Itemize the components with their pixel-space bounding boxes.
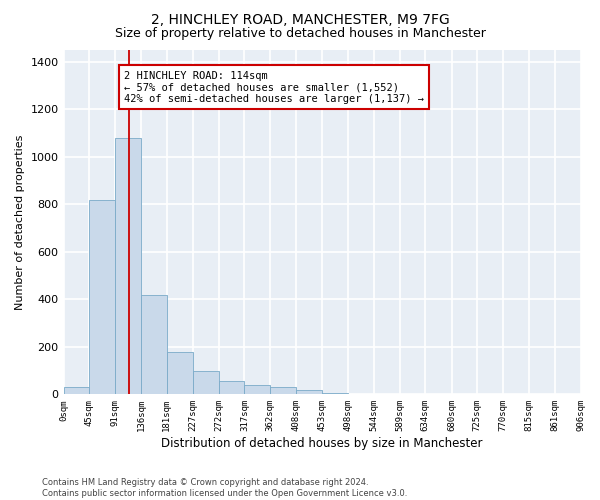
Bar	[193, 370, 219, 394]
Text: 2, HINCHLEY ROAD, MANCHESTER, M9 7FG: 2, HINCHLEY ROAD, MANCHESTER, M9 7FG	[151, 12, 449, 26]
Bar	[296, 390, 322, 394]
Bar	[322, 393, 347, 394]
Y-axis label: Number of detached properties: Number of detached properties	[15, 134, 25, 310]
Bar	[115, 138, 141, 394]
Bar	[64, 387, 89, 394]
Text: Size of property relative to detached houses in Manchester: Size of property relative to detached ho…	[115, 28, 485, 40]
Bar	[167, 352, 193, 395]
Bar	[219, 382, 244, 394]
Text: 2 HINCHLEY ROAD: 114sqm
← 57% of detached houses are smaller (1,552)
42% of semi: 2 HINCHLEY ROAD: 114sqm ← 57% of detache…	[124, 70, 424, 104]
Bar	[270, 387, 296, 394]
X-axis label: Distribution of detached houses by size in Manchester: Distribution of detached houses by size …	[161, 437, 483, 450]
Bar	[89, 200, 115, 394]
Bar	[141, 294, 167, 394]
Bar	[244, 385, 270, 394]
Text: Contains HM Land Registry data © Crown copyright and database right 2024.
Contai: Contains HM Land Registry data © Crown c…	[42, 478, 407, 498]
